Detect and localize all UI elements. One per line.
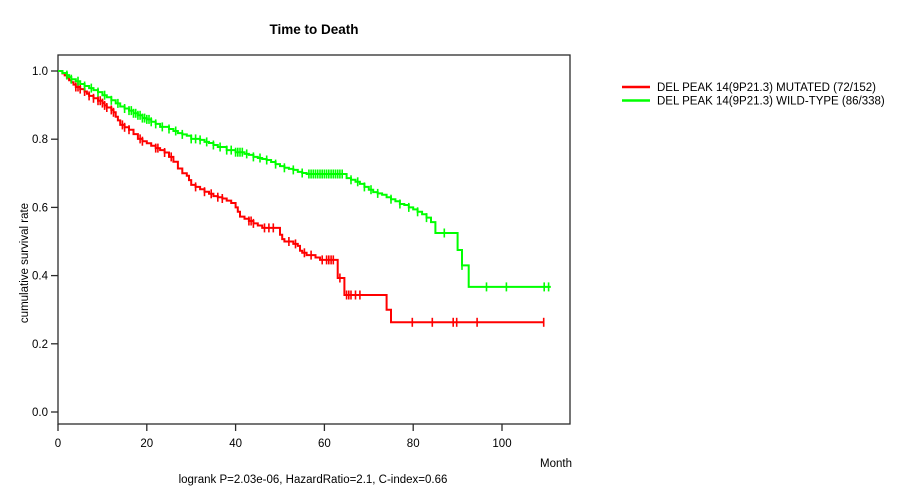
plot-box	[57, 54, 571, 425]
y-tick-label: 0.0	[32, 407, 48, 419]
curves-layer	[58, 70, 551, 327]
y-tick-label: 0.8	[32, 134, 48, 146]
x-axis-title: Month	[540, 458, 572, 470]
y-tick-label: 0.4	[32, 271, 49, 283]
y-tick-label: 1.0	[32, 66, 48, 78]
x-tick-label: 40	[229, 438, 242, 450]
stats-annotation: logrank P=2.03e-06, HazardRatio=2.1, C-i…	[179, 474, 448, 486]
y-tick-label: 0.2	[32, 339, 48, 351]
x-tick-label: 80	[407, 438, 420, 450]
x-tick-label: 0	[55, 438, 61, 450]
x-tick-label: 60	[318, 438, 331, 450]
x-tick-label: 20	[140, 438, 153, 450]
y-tick-label: 0.6	[32, 202, 48, 214]
legend-label-wildtype: DEL PEAK 14(9P21.3) WILD-TYPE (86/338)	[657, 96, 885, 108]
plot-title: Time to Death	[269, 22, 358, 37]
legend: DEL PEAK 14(9P21.3) MUTATED (72/152) DEL…	[622, 82, 885, 108]
legend-label-mutated: DEL PEAK 14(9P21.3) MUTATED (72/152)	[657, 82, 876, 94]
y-axis: 1.0 0.8 0.6 0.4 0.2 0.0 cumulative survi…	[19, 66, 58, 419]
x-axis: 0 20 40 60 80 100 Month	[55, 424, 572, 470]
x-tick-label: 100	[492, 438, 511, 450]
y-axis-title: cumulative survival rate	[19, 203, 31, 323]
